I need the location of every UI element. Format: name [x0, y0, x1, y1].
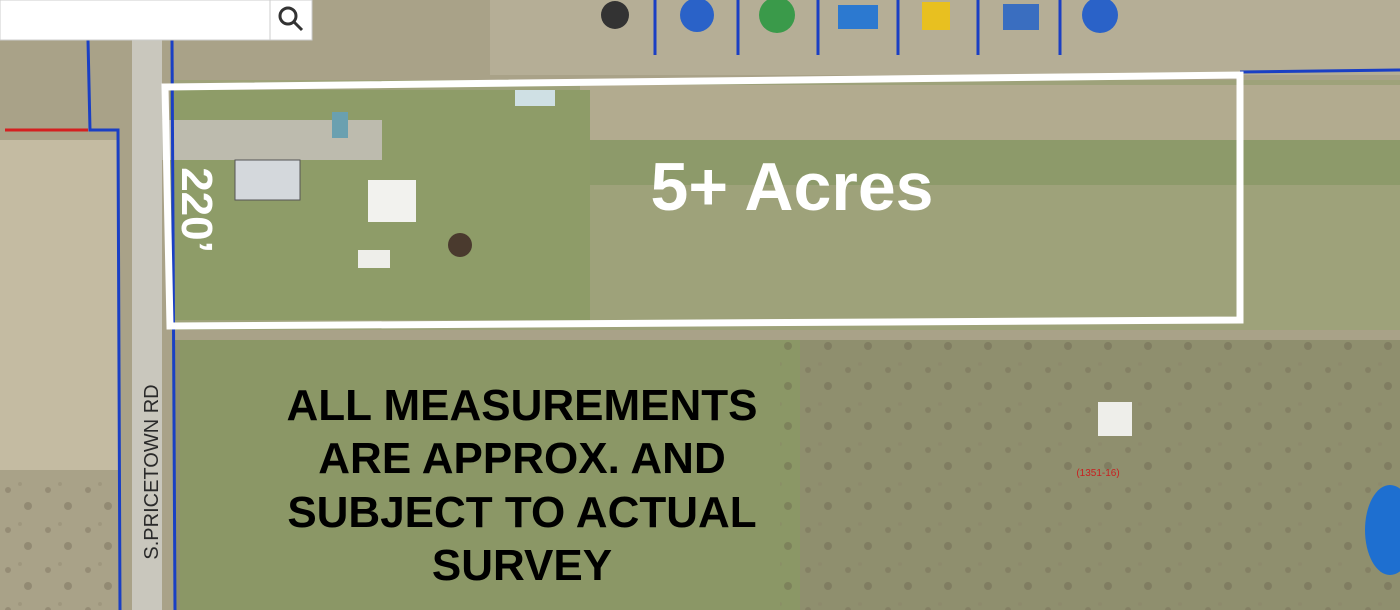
- acreage-label: 5+ Acres: [651, 149, 934, 225]
- disclaimer-line: ARE APPROX. AND: [318, 434, 725, 483]
- tool-icon[interactable]: [1003, 4, 1039, 30]
- trees: [0, 470, 118, 610]
- tool-icon[interactable]: [838, 5, 878, 29]
- disclaimer-line: ALL MEASUREMENTS: [287, 381, 758, 430]
- barn: [368, 180, 416, 222]
- page: {"map": { "acreage_label": "5+ Acres", "…: [0, 0, 1400, 610]
- search-box[interactable]: [0, 0, 312, 40]
- house: [235, 160, 300, 200]
- disclaimer-line: SURVEY: [432, 541, 612, 590]
- tree: [448, 233, 472, 257]
- shed: [358, 250, 390, 268]
- tool-icon[interactable]: [601, 1, 629, 29]
- shed: [332, 112, 348, 138]
- parcel-label: (1351-16): [1076, 468, 1119, 479]
- road-label: S.PRICETOWN RD: [141, 384, 163, 559]
- shed: [515, 90, 555, 106]
- shed: [1098, 402, 1132, 436]
- disclaimer-line: SUBJECT TO ACTUAL: [287, 488, 756, 537]
- frontage-label: 220’: [172, 167, 221, 253]
- field-strip: [580, 85, 1400, 140]
- driveway: [162, 120, 382, 160]
- tool-icon[interactable]: [922, 2, 950, 30]
- lot: [0, 140, 118, 470]
- map-view: 5+ Acres 220’ S.PRICETOWN RD (1351-16) A…: [0, 0, 1400, 610]
